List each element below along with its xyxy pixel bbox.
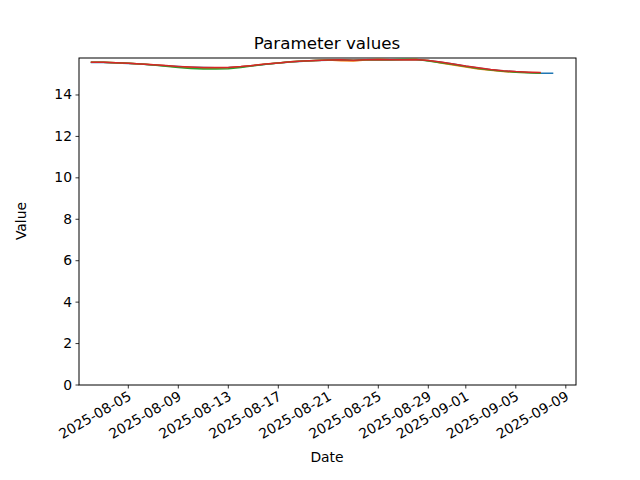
y-tick-label: 10: [54, 169, 72, 185]
y-tick-label: 4: [63, 294, 72, 310]
y-tick-label: 2: [63, 335, 72, 351]
y-tick-label: 0: [63, 377, 72, 393]
line-chart-canvas: Parameter values Date Value 024681012142…: [0, 0, 640, 480]
plot-border: [79, 58, 576, 385]
figure: Parameter values Date Value 024681012142…: [0, 0, 640, 480]
y-tick-label: 8: [63, 211, 72, 227]
y-tick-label: 14: [54, 86, 72, 102]
y-tick-label: 6: [63, 252, 72, 268]
series-lines: [91, 59, 554, 73]
x-axis-label: Date: [310, 449, 343, 465]
chart-title: Parameter values: [254, 33, 400, 53]
series-orange-line: [91, 60, 541, 73]
y-axis-label: Value: [13, 202, 29, 240]
y-tick-label: 12: [54, 128, 72, 144]
series-blue-line: [91, 60, 554, 73]
series-green-line: [91, 59, 541, 73]
axis-ticks: 024681012142025-08-052025-08-092025-08-1…: [54, 86, 571, 441]
